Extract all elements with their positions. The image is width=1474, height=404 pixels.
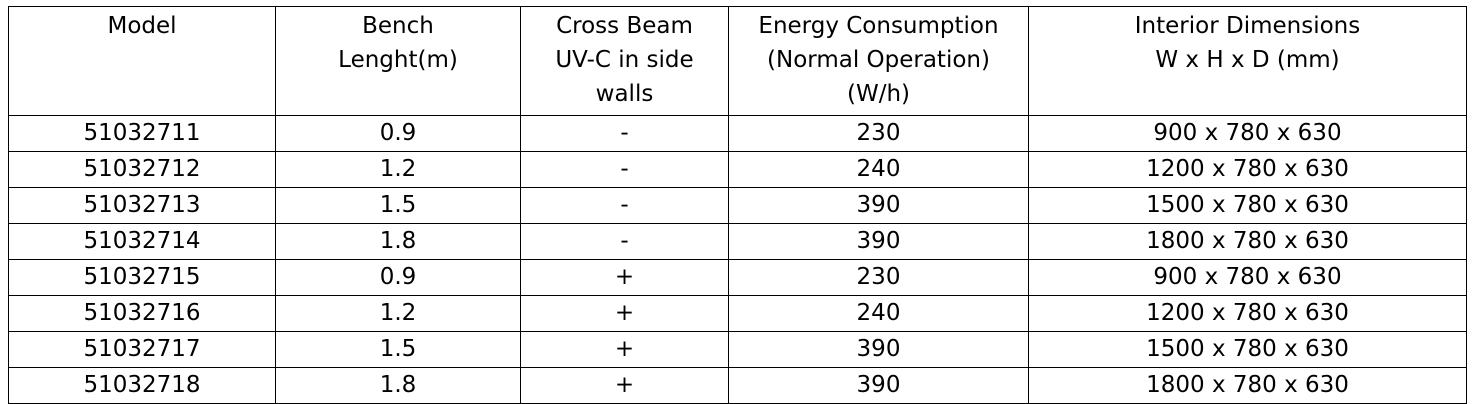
table-cell: 1200 x 780 x 630 <box>1028 151 1467 188</box>
header-cell: Energy Consumption (Normal Operation) (W/h… <box>728 6 1029 116</box>
table-cell: 0.9 <box>275 115 521 152</box>
header-text: UV-C in side <box>555 47 694 73</box>
table-row: 51032712 1.2-240 1200 x 780 x 630 <box>8 151 1467 188</box>
table-cell: 51032712 <box>8 151 276 188</box>
table-cell: 1200 x 780 x 630 <box>1028 295 1467 332</box>
table-cell: 1500 x 780 x 630 <box>1028 331 1467 368</box>
table-row: 51032717 1.5 +390 1500 x 780 x 630 <box>8 331 1467 368</box>
table-cell: 240 <box>728 151 1029 188</box>
table-cell: + <box>520 331 729 368</box>
table-cell: 1.8 <box>275 367 521 404</box>
table-cell: 1.2 <box>275 295 521 332</box>
table-cell: - <box>520 115 729 152</box>
table-cell: 1800 x 780 x 630 <box>1028 223 1467 260</box>
table-cell: + <box>520 367 729 404</box>
header-row: Model Bench Lenght(m) Cross Beam UV-C in sid… <box>8 6 1467 116</box>
table-row: 51032718 1.8 +390 1800 x 780 x 630 <box>8 367 1467 404</box>
table-cell: 230 <box>728 115 1029 152</box>
table-cell: 390 <box>728 223 1029 260</box>
header-text: Model <box>107 13 177 39</box>
header-text: Bench <box>362 13 434 39</box>
table-cell: - <box>520 151 729 188</box>
header-cell: Cross Beam UV-C in side walls <box>520 6 729 116</box>
table-cell: + <box>520 259 729 296</box>
header-cell: Model <box>8 6 276 116</box>
table-row: 51032711 0.9-230 900 x 780 x 630 <box>8 115 1467 152</box>
table-cell: 240 <box>728 295 1029 332</box>
table-cell: + <box>520 295 729 332</box>
table-cell: 390 <box>728 367 1029 404</box>
table-cell: 1.5 <box>275 187 521 224</box>
table-cell: 1.8 <box>275 223 521 260</box>
table-cell: 51032715 <box>8 259 276 296</box>
table-cell: 51032713 <box>8 187 276 224</box>
spec-table: Model Bench Lenght(m) Cross Beam UV-C in sid… <box>8 6 1467 404</box>
table-cell: 390 <box>728 331 1029 368</box>
table-cell: 1.2 <box>275 151 521 188</box>
table-cell: 51032717 <box>8 331 276 368</box>
table-cell: 51032716 <box>8 295 276 332</box>
table-body: 51032711 0.9-230 900 x 780 x 630 51032712 1.… <box>8 115 1467 404</box>
header-text: (Normal Operation) <box>767 47 990 73</box>
table-cell: 51032718 <box>8 367 276 404</box>
header-text: W x H x D (mm) <box>1155 47 1340 73</box>
table-cell: - <box>520 187 729 224</box>
header-text: Cross Beam <box>556 13 693 39</box>
header-text: Lenght(m) <box>338 47 458 73</box>
table-row: 51032715 0.9 +230 900 x 780 x 630 <box>8 259 1467 296</box>
table-cell: 900 x 780 x 630 <box>1028 115 1467 152</box>
header-cell: Interior Dimensions W x H x D (mm) <box>1028 6 1467 116</box>
table-row: 51032713 1.5-390 1500 x 780 x 630 <box>8 187 1467 224</box>
table-cell: 1800 x 780 x 630 <box>1028 367 1467 404</box>
header-text: Interior Dimensions <box>1134 13 1361 39</box>
table-cell: - <box>520 223 729 260</box>
table-cell: 900 x 780 x 630 <box>1028 259 1467 296</box>
header-text: walls <box>595 81 654 107</box>
table-cell: 51032711 <box>8 115 276 152</box>
table-cell: 390 <box>728 187 1029 224</box>
table-cell: 230 <box>728 259 1029 296</box>
table-cell: 1500 x 780 x 630 <box>1028 187 1467 224</box>
table-cell: 51032714 <box>8 223 276 260</box>
table-row: 51032714 1.8-390 1800 x 780 x 630 <box>8 223 1467 260</box>
header-text: (W/h) <box>846 81 910 107</box>
table-row: 51032716 1.2 +240 1200 x 780 x 630 <box>8 295 1467 332</box>
table-cell: 0.9 <box>275 259 521 296</box>
header-text: Energy Consumption <box>758 13 999 39</box>
table-cell: 1.5 <box>275 331 521 368</box>
header-cell: Bench Lenght(m) <box>275 6 521 116</box>
